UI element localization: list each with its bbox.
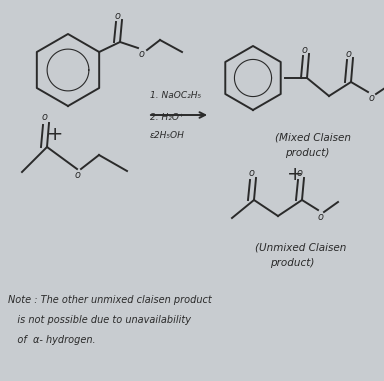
Text: o: o bbox=[139, 49, 145, 59]
Text: o: o bbox=[75, 170, 81, 180]
Text: (Unmixed Claisen: (Unmixed Claisen bbox=[255, 243, 346, 253]
Text: ε2H₅OH: ε2H₅OH bbox=[150, 131, 185, 139]
Text: o: o bbox=[42, 112, 48, 122]
Text: is not possible due to unavailability: is not possible due to unavailability bbox=[8, 315, 191, 325]
Text: product): product) bbox=[285, 148, 329, 158]
Text: (Mixed Claisen: (Mixed Claisen bbox=[275, 133, 351, 143]
Text: of  α- hydrogen.: of α- hydrogen. bbox=[8, 335, 96, 345]
Text: 2. H₂O⁺: 2. H₂O⁺ bbox=[150, 112, 184, 122]
Text: o: o bbox=[346, 49, 352, 59]
Text: o: o bbox=[249, 168, 255, 178]
Text: product): product) bbox=[270, 258, 314, 268]
Text: 1. NaOC₂H₅: 1. NaOC₂H₅ bbox=[150, 91, 201, 99]
Text: o: o bbox=[115, 11, 121, 21]
Text: Note : The other unmixed claisen product: Note : The other unmixed claisen product bbox=[8, 295, 212, 305]
Text: o: o bbox=[318, 212, 324, 222]
Text: o: o bbox=[369, 93, 375, 103]
Text: o: o bbox=[297, 168, 303, 178]
Text: +: + bbox=[287, 165, 303, 184]
Text: o: o bbox=[302, 45, 308, 55]
Text: +: + bbox=[47, 125, 63, 144]
